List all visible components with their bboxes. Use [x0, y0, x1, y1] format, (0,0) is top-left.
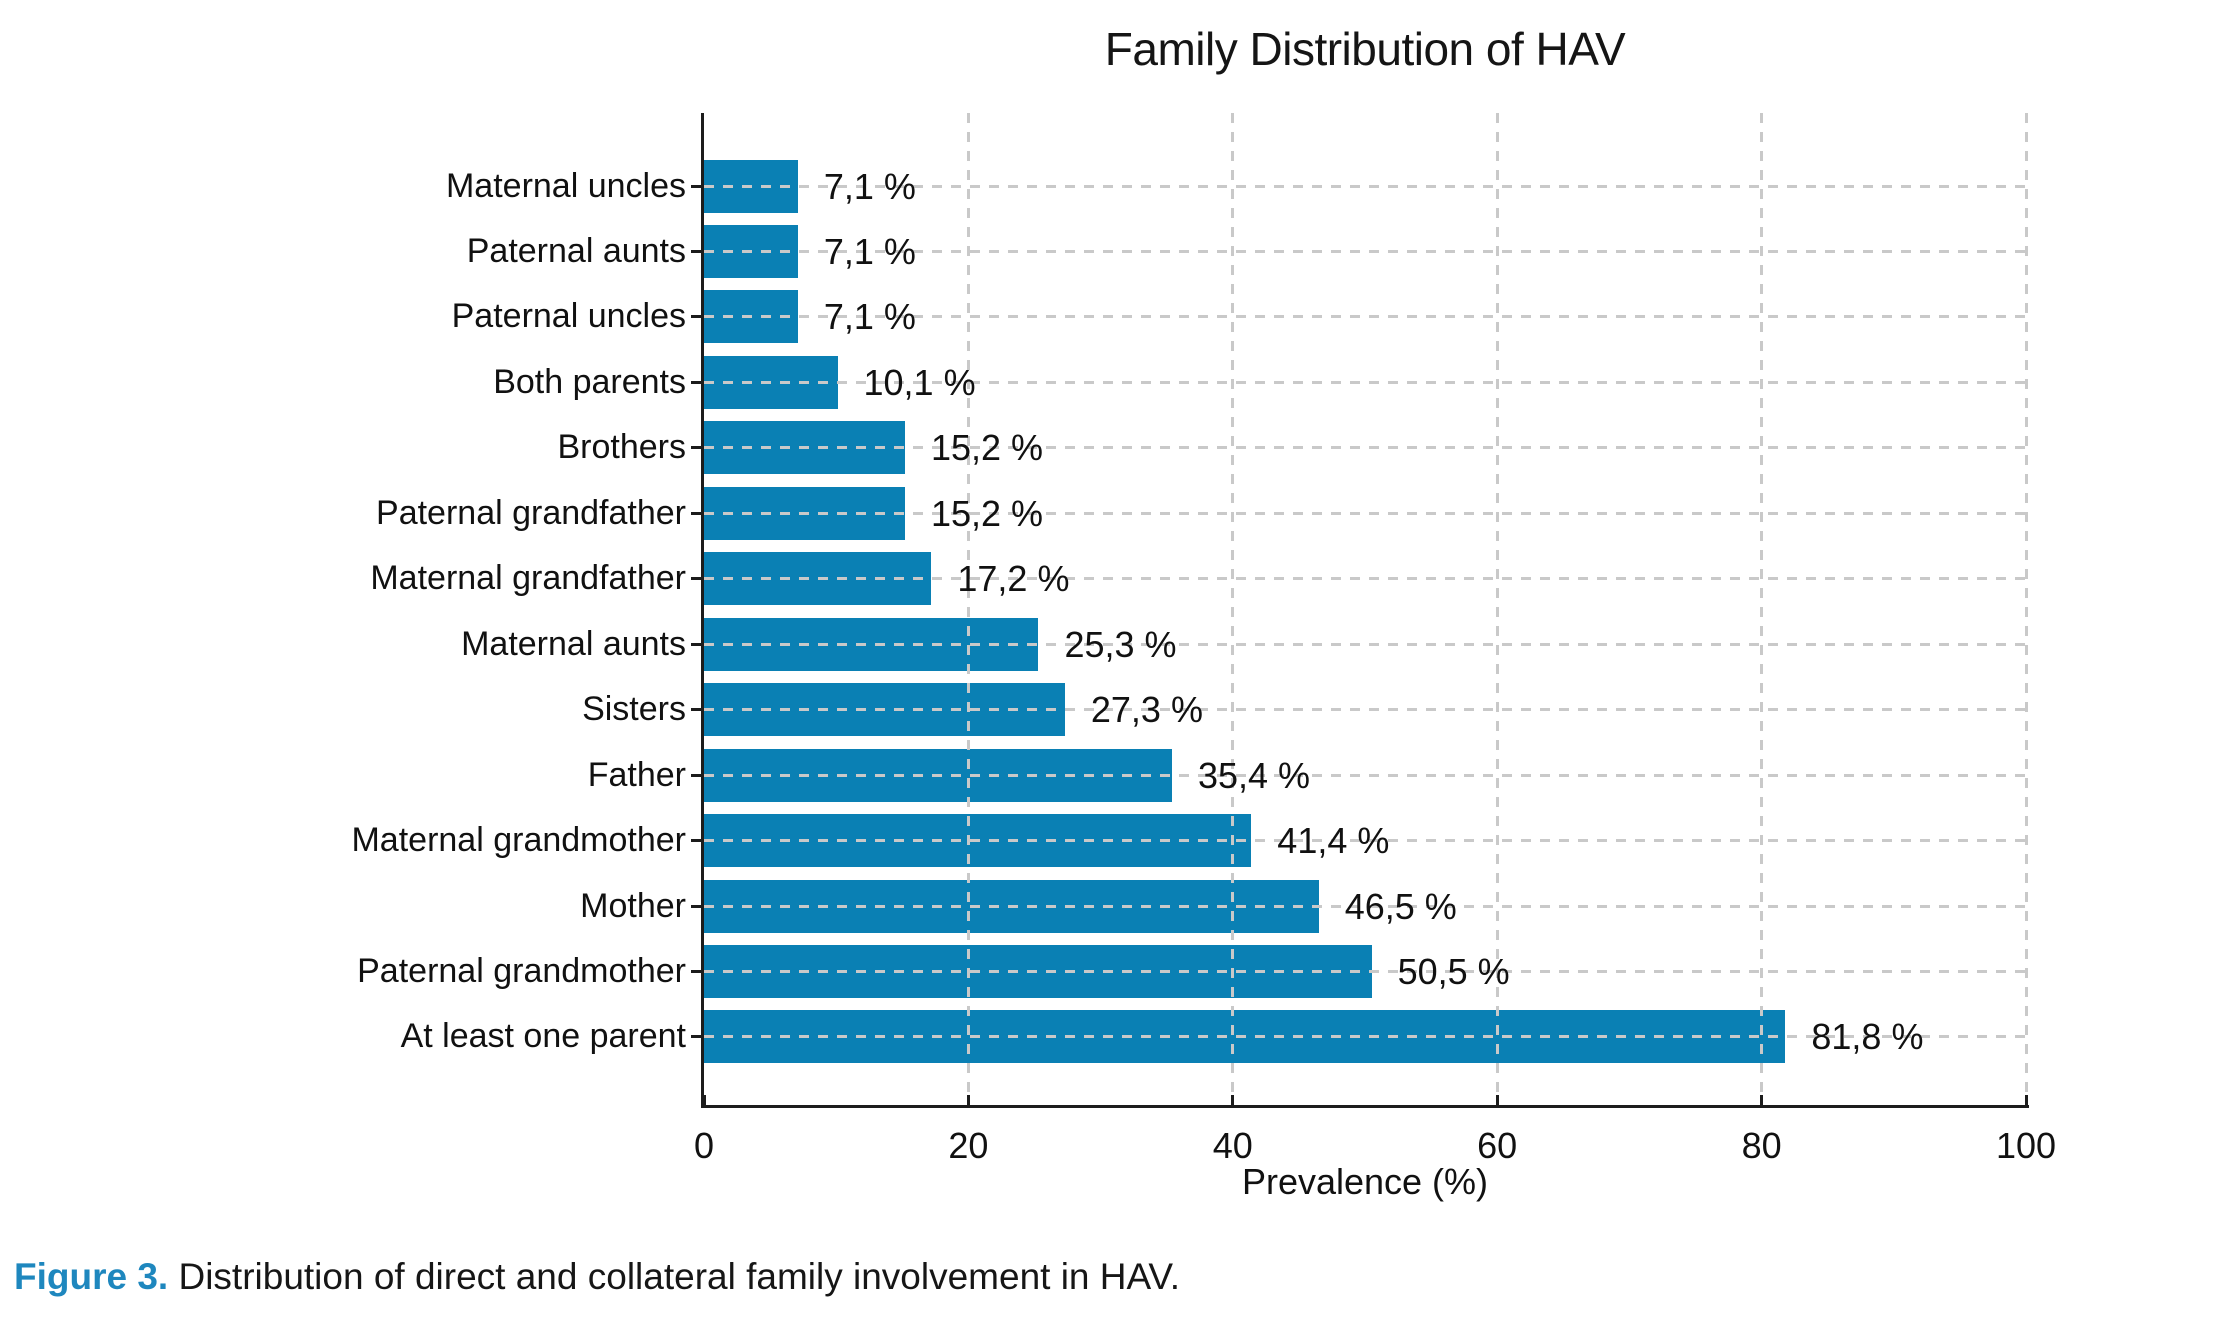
y-tick [691, 511, 704, 515]
bar-row: Maternal uncles 7,1 % [446, 159, 2026, 213]
value-label: 81,8 % [1811, 1016, 1924, 1058]
category-label: Both parents [493, 362, 686, 401]
value-label: 15,2 % [930, 492, 1044, 534]
gridline-horizontal [704, 315, 2026, 319]
x-tick [2024, 1095, 2028, 1105]
category-label: Paternal aunts [466, 231, 686, 270]
bar-row: Paternal grandmother 50,5 % [357, 945, 2026, 999]
gridline-horizontal [704, 511, 2026, 515]
y-tick [691, 1035, 704, 1039]
value-label: 41,4 % [1277, 820, 1390, 862]
x-axis-label: Prevalence (%) [1241, 1161, 1489, 1202]
x-tick-label: 40 [1212, 1125, 1253, 1166]
gridline-vertical [1495, 113, 1499, 1105]
bar-row: Sisters 27,3 % [582, 683, 2026, 737]
bar-row: Brothers 15,2 % [558, 421, 2026, 475]
value-label: 46,5 % [1344, 885, 1457, 927]
category-label: Maternal uncles [445, 166, 686, 205]
y-tick [691, 708, 704, 712]
category-label: Mother [580, 886, 686, 925]
x-tick [966, 1095, 970, 1105]
x-tick [1760, 1095, 1764, 1105]
bar-row: Maternal grandfather 17,2 % [370, 552, 2026, 606]
caption-label: Figure 3. [14, 1256, 169, 1297]
value-label: 7,1 % [823, 165, 916, 207]
bar-row: Both parents 10,1 % [493, 355, 2026, 409]
value-label: 7,1 % [823, 296, 916, 338]
x-tick-label: 100 [1995, 1125, 2057, 1166]
category-label: Paternal uncles [451, 297, 686, 336]
gridline-horizontal [704, 904, 2026, 908]
figure-caption: Figure 3. Distribution of direct and col… [14, 1256, 1180, 1298]
gridline-horizontal [704, 1035, 2026, 1039]
bar-row: Mother 46,5 % [580, 879, 2026, 933]
gridline-horizontal [704, 970, 2026, 974]
category-label: Maternal grandfather [370, 559, 686, 598]
category-label: Paternal grandmother [357, 952, 686, 991]
x-axis-spine [701, 1105, 2029, 1108]
gridline-horizontal [704, 839, 2026, 843]
gridline-horizontal [704, 249, 2026, 253]
y-tick [691, 577, 704, 581]
bar-row: At least one parent 81,8 % [401, 1010, 2026, 1064]
value-label: 7,1 % [823, 230, 916, 272]
value-label: 17,2 % [957, 558, 1070, 600]
y-axis-spine [701, 113, 704, 1108]
x-tick-label: 0 [693, 1125, 715, 1166]
category-label: Father [587, 755, 686, 794]
gridline-horizontal [704, 380, 2026, 384]
chart-title: Family Distribution of HAV [1104, 23, 1626, 75]
y-tick [691, 446, 704, 450]
caption-body: Distribution of direct and collateral fa… [178, 1256, 1180, 1297]
bar-row: Maternal grandmother 41,4 % [351, 814, 2026, 868]
gridline-horizontal [704, 184, 2026, 188]
category-label: Sisters [582, 690, 686, 729]
x-tick [1495, 1095, 1499, 1105]
gridline-horizontal [704, 708, 2026, 712]
value-label: 50,5 % [1397, 951, 1510, 993]
value-label: 25,3 % [1064, 623, 1177, 665]
gridline-vertical [1231, 113, 1235, 1105]
y-tick [691, 315, 704, 319]
category-label: At least one parent [400, 1017, 686, 1056]
y-tick [691, 970, 704, 974]
plot-area: Prevalence (%) 0 20 40 60 80 100 Maternal uncl… [351, 113, 2056, 1202]
y-tick [691, 773, 704, 777]
bar-row: Paternal grandfather 15,2 % [376, 486, 2026, 540]
y-tick [691, 184, 704, 188]
y-tick [691, 249, 704, 253]
gridline-horizontal [704, 642, 2026, 646]
x-tick-label: 20 [948, 1125, 989, 1166]
gridline-vertical [966, 113, 970, 1105]
x-tick [1231, 1095, 1235, 1105]
x-tick [702, 1095, 706, 1105]
gridline-vertical [2024, 113, 2028, 1105]
value-label: 15,2 % [930, 427, 1044, 469]
bar-row: Paternal uncles 7,1 % [452, 290, 2026, 344]
bar-row: Maternal aunts 25,3 % [461, 617, 2026, 671]
gridline-horizontal [704, 446, 2026, 450]
bar-row: Paternal aunts 7,1 % [467, 224, 2026, 278]
y-tick [691, 904, 704, 908]
category-label: Paternal grandfather [376, 493, 686, 532]
category-label: Maternal grandmother [351, 821, 686, 860]
bar-row: Father 35,4 % [588, 748, 2026, 802]
value-label: 35,4 % [1197, 754, 1311, 796]
y-tick [691, 642, 704, 646]
value-label: 27,3 % [1090, 689, 1203, 731]
y-tick [691, 380, 704, 384]
gridline-horizontal [704, 773, 2026, 777]
category-label: Maternal aunts [461, 624, 686, 663]
x-tick-label: 80 [1741, 1125, 1782, 1166]
value-label: 10,1 % [863, 361, 976, 403]
gridline-vertical [1760, 113, 1764, 1105]
gridline-horizontal [704, 577, 2026, 581]
y-tick [691, 839, 704, 843]
x-tick-label: 60 [1477, 1125, 1518, 1166]
category-label: Brothers [557, 428, 687, 467]
